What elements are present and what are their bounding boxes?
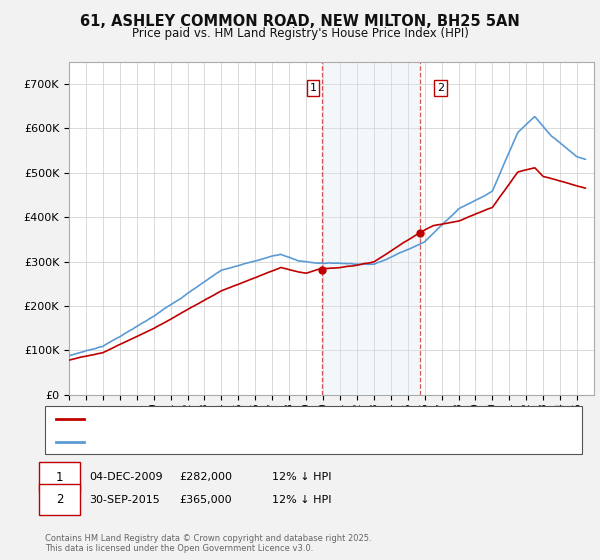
Text: 61, ASHLEY COMMON ROAD, NEW MILTON, BH25 5AN (detached house): 61, ASHLEY COMMON ROAD, NEW MILTON, BH25… [91, 414, 449, 424]
Text: Price paid vs. HM Land Registry's House Price Index (HPI): Price paid vs. HM Land Registry's House … [131, 27, 469, 40]
Text: 1: 1 [310, 83, 317, 94]
Text: 12% ↓ HPI: 12% ↓ HPI [272, 472, 331, 482]
Text: £365,000: £365,000 [179, 494, 232, 505]
Text: HPI: Average price, detached house, New Forest: HPI: Average price, detached house, New … [91, 437, 331, 447]
Text: 04-DEC-2009: 04-DEC-2009 [89, 472, 163, 482]
Text: £282,000: £282,000 [179, 472, 232, 482]
Text: 2: 2 [437, 83, 444, 94]
Text: 30-SEP-2015: 30-SEP-2015 [89, 494, 160, 505]
Text: 12% ↓ HPI: 12% ↓ HPI [272, 494, 331, 505]
Text: 2: 2 [56, 493, 63, 506]
Text: 1: 1 [56, 470, 63, 484]
Text: Contains HM Land Registry data © Crown copyright and database right 2025.
This d: Contains HM Land Registry data © Crown c… [45, 534, 371, 553]
Bar [322, 62, 421, 395]
Text: 61, ASHLEY COMMON ROAD, NEW MILTON, BH25 5AN: 61, ASHLEY COMMON ROAD, NEW MILTON, BH25… [80, 14, 520, 29]
